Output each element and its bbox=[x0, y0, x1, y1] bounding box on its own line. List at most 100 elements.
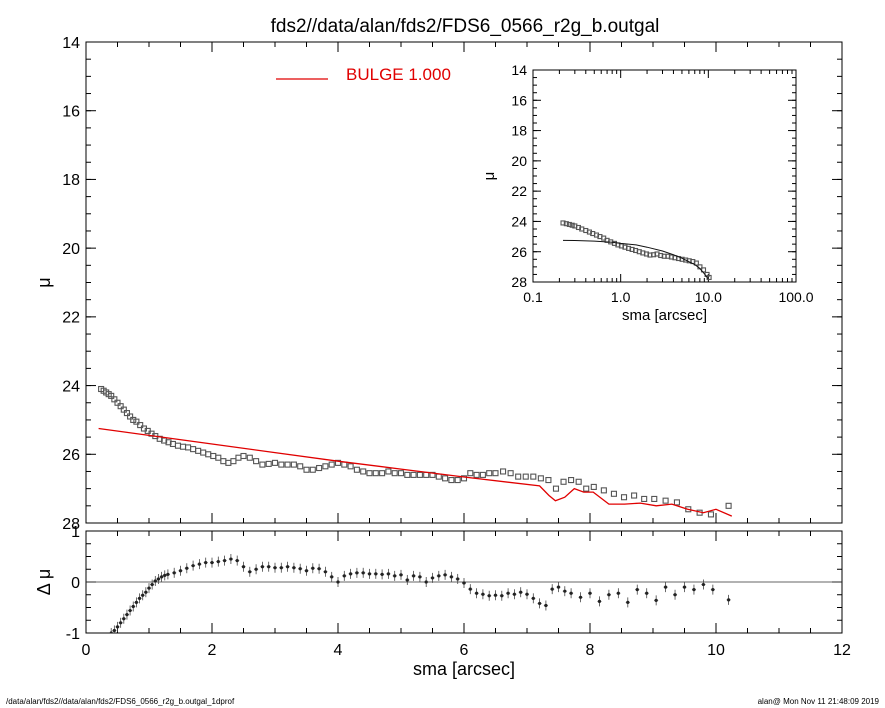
residual-point bbox=[578, 592, 583, 603]
residual-marker bbox=[156, 577, 161, 581]
data-point bbox=[569, 222, 575, 228]
data-point bbox=[265, 460, 272, 467]
data-point bbox=[707, 511, 715, 518]
data-point bbox=[259, 461, 266, 468]
residual-point bbox=[235, 555, 240, 566]
residual-marker bbox=[711, 588, 715, 592]
residual-point bbox=[336, 577, 340, 587]
residual-point bbox=[499, 590, 504, 601]
data-point bbox=[673, 499, 680, 506]
residual-point bbox=[556, 582, 561, 593]
data-point bbox=[600, 487, 607, 494]
data-point bbox=[515, 473, 522, 480]
data-point bbox=[522, 473, 529, 480]
x-tick-label: 12 bbox=[833, 642, 851, 659]
residual-point bbox=[329, 571, 334, 582]
data-point bbox=[253, 458, 260, 465]
residual-marker bbox=[531, 596, 535, 600]
data-point bbox=[246, 454, 253, 461]
residual-marker bbox=[355, 571, 359, 575]
y-tick-label: -1 bbox=[66, 626, 80, 643]
residual-marker bbox=[235, 558, 239, 563]
y-tick-label: 0 bbox=[71, 575, 80, 592]
residual-marker bbox=[317, 567, 321, 571]
residual-point bbox=[304, 565, 309, 576]
residual-point bbox=[273, 562, 277, 573]
data-point bbox=[130, 416, 137, 423]
residual-marker bbox=[304, 569, 309, 573]
residual-marker bbox=[137, 596, 142, 600]
residual-point bbox=[531, 593, 536, 604]
data-point bbox=[391, 470, 398, 477]
x-tick-label: 100.0 bbox=[778, 289, 813, 305]
residual-marker bbox=[210, 561, 214, 565]
residual-point bbox=[493, 590, 498, 601]
residual-marker bbox=[563, 589, 567, 593]
data-point bbox=[303, 466, 310, 473]
data-point bbox=[190, 446, 197, 453]
data-point bbox=[200, 449, 207, 456]
data-point bbox=[397, 470, 405, 477]
residual-point bbox=[673, 589, 678, 600]
y-axis-label: μ bbox=[34, 277, 54, 287]
residual-point bbox=[550, 584, 555, 595]
main-profile-plot: 14 16 18 20 22 24 26 28 μ BULGE 1.000 bbox=[34, 35, 843, 533]
residual-point bbox=[518, 587, 523, 598]
y-tick-label: 24 bbox=[511, 213, 527, 229]
residual-marker bbox=[191, 564, 195, 568]
data-layer bbox=[109, 554, 731, 633]
footer-user-timestamp: alan@ Mon Nov 11 21:48:09 2019 bbox=[757, 697, 879, 706]
residual-point bbox=[616, 588, 621, 599]
data-point bbox=[372, 470, 379, 477]
data-point bbox=[662, 497, 669, 504]
data-point bbox=[165, 439, 172, 446]
residual-marker bbox=[141, 593, 145, 597]
residual-point bbox=[203, 557, 208, 568]
residual-point bbox=[468, 584, 473, 595]
residual-point bbox=[348, 568, 353, 579]
plot-frame bbox=[532, 69, 797, 283]
residual-point bbox=[474, 588, 479, 599]
residual-point bbox=[682, 582, 687, 593]
residual-point bbox=[317, 563, 322, 574]
data-point bbox=[500, 468, 507, 475]
residual-marker bbox=[178, 569, 183, 573]
residual-marker bbox=[654, 598, 658, 602]
residual-marker bbox=[493, 593, 498, 597]
data-point bbox=[284, 461, 291, 468]
residual-point bbox=[455, 573, 460, 584]
residual-marker bbox=[569, 591, 573, 595]
data-point bbox=[610, 490, 617, 497]
residual-marker bbox=[374, 572, 378, 576]
residual-marker bbox=[727, 598, 731, 602]
data-point bbox=[347, 463, 354, 470]
data-point bbox=[278, 461, 285, 468]
residual-marker bbox=[607, 593, 611, 597]
residual-marker bbox=[311, 566, 315, 570]
y-tick-label: 28 bbox=[511, 274, 527, 290]
data-point bbox=[492, 470, 499, 477]
data-point bbox=[328, 461, 335, 468]
residual-point bbox=[430, 572, 435, 583]
data-point bbox=[316, 464, 323, 472]
x-axis-label: sma [arcsec] bbox=[413, 659, 515, 679]
x-tick-label: 8 bbox=[586, 642, 595, 659]
residual-marker bbox=[430, 576, 435, 580]
data-point bbox=[215, 454, 222, 461]
residual-point bbox=[140, 590, 145, 601]
y-tick-label: 16 bbox=[62, 103, 80, 120]
data-layer bbox=[560, 220, 712, 281]
residual-point bbox=[298, 563, 303, 574]
x-tick-label: 10 bbox=[707, 642, 725, 659]
y-tick-label: 14 bbox=[62, 35, 80, 52]
data-point bbox=[220, 458, 227, 465]
residual-marker bbox=[437, 574, 441, 578]
residual-point bbox=[310, 563, 315, 574]
data-point bbox=[416, 471, 423, 478]
residual-point bbox=[134, 597, 139, 608]
residual-marker bbox=[475, 591, 479, 595]
residual-point bbox=[112, 625, 117, 633]
residual-point bbox=[654, 595, 659, 606]
data-point bbox=[195, 447, 202, 454]
